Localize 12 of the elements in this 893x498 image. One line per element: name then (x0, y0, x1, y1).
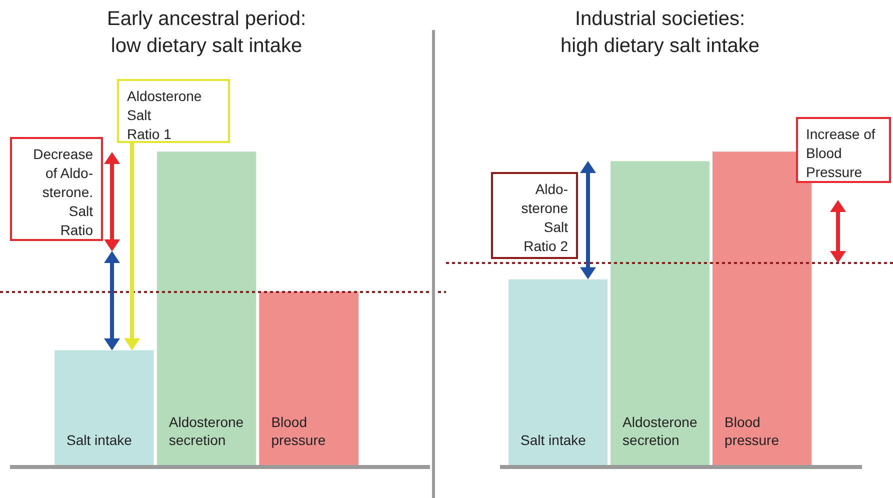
x-tick-label: Blood pressure (724, 414, 780, 448)
x-tick-label: Aldosterone secretion (622, 414, 698, 448)
chart-title: Industrial societies: high dietary salt intake (560, 8, 760, 58)
text: Aldosterone Salt Ratio 1 (117, 79, 230, 143)
x-tick-label: Aldosterone secretion (168, 414, 244, 448)
annotation: Aldo- sterone Salt Ratio 2 (491, 172, 578, 259)
annotation: Increase of Blood Pressure (796, 117, 891, 183)
x-tick-label: Salt intake (66, 432, 132, 448)
annotation: Decrease of Aldo- sterone. Salt Ratio (10, 137, 103, 241)
x-tick-label: Salt intake (520, 432, 586, 448)
x-tick-label: Blood pressure (271, 414, 326, 448)
chart-title: Early ancestral period: low dietary salt intake (107, 8, 306, 58)
